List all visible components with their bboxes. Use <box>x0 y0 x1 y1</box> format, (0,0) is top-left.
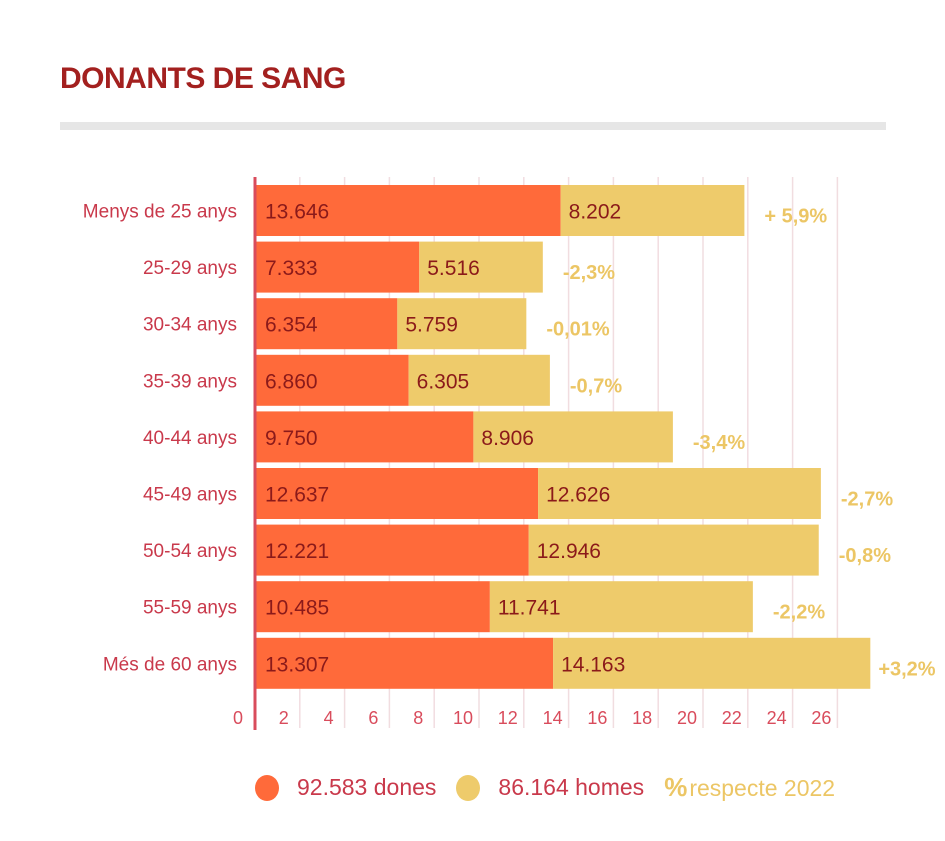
pct-symbol: % <box>664 772 688 802</box>
value-label-homes: 5.759 <box>405 314 458 337</box>
value-label-dones: 13.646 <box>265 201 329 224</box>
change-label: -0,7% <box>570 375 622 397</box>
bar-dones <box>255 468 539 519</box>
bar-dones <box>255 354 409 406</box>
change-label: + 5,9% <box>764 206 827 228</box>
x-tick-label: 2 <box>279 708 289 728</box>
bar-homes <box>397 298 527 350</box>
change-label: -2,7% <box>841 489 893 511</box>
value-label-dones: 6.860 <box>265 370 318 393</box>
category-label: 30-34 anys <box>143 315 237 336</box>
bar-homes <box>538 468 821 519</box>
bar-dones <box>255 298 398 350</box>
x-tick-label: 26 <box>811 708 831 728</box>
legend-label-pct: respecte 2022 <box>689 775 836 801</box>
legend-dones: 92.583 dones <box>255 774 436 801</box>
bar-homes <box>489 581 753 633</box>
x-tick-label: 22 <box>722 708 742 728</box>
x-tick-label: 16 <box>587 708 607 728</box>
change-label: -0,01% <box>546 319 610 341</box>
value-label-homes: 8.202 <box>569 201 622 224</box>
bar-homes <box>560 185 745 236</box>
value-label-dones: 12.221 <box>265 540 329 563</box>
value-label-dones: 12.637 <box>265 484 329 507</box>
x-tick-label: 12 <box>498 708 518 728</box>
bar-dones <box>255 581 490 633</box>
category-label: 55-59 anys <box>143 598 237 619</box>
bar-homes <box>528 524 819 576</box>
legend-homes: 86.164 homes <box>456 774 644 801</box>
value-label-homes: 12.946 <box>537 540 601 563</box>
value-label-homes: 11.741 <box>498 597 561 620</box>
bar-homes <box>408 354 550 406</box>
legend-pct: % respecte 2022 <box>664 772 835 803</box>
category-label: Més de 60 anys <box>103 654 237 675</box>
change-label: +3,2% <box>878 658 935 680</box>
x-tick-label: 20 <box>677 708 697 728</box>
value-label-dones: 7.333 <box>265 257 318 280</box>
change-label: -3,4% <box>693 432 745 454</box>
legend: 92.583 dones 86.164 homes % respecte 2022 <box>255 772 835 803</box>
change-label: -0,8% <box>839 545 891 567</box>
bar-dones <box>255 411 474 463</box>
bar-dones <box>255 524 529 576</box>
change-label: -2,2% <box>773 602 825 624</box>
category-label: Menys de 25 anys <box>83 202 237 223</box>
legend-swatch-dones <box>255 774 279 801</box>
legend-swatch-homes <box>456 774 481 801</box>
bar-homes <box>419 241 543 293</box>
chart-title: DONANTS DE SANG <box>60 62 346 95</box>
value-label-dones: 13.307 <box>265 653 329 676</box>
x-tick-label: 14 <box>543 708 563 728</box>
bar-dones <box>255 241 420 293</box>
divider <box>60 122 886 130</box>
bar-homes <box>473 411 673 463</box>
x-tick-label: 6 <box>368 708 378 728</box>
value-label-dones: 6.354 <box>265 314 318 337</box>
value-label-homes: 5.516 <box>427 257 480 280</box>
category-label: 45-49 anys <box>143 485 237 506</box>
value-label-homes: 12.626 <box>546 484 610 507</box>
x-tick-label: 8 <box>413 708 423 728</box>
category-label: 35-39 anys <box>143 371 237 392</box>
legend-label-homes: 86.164 homes <box>498 774 645 800</box>
x-tick-label: 4 <box>324 708 334 728</box>
value-label-homes: 8.906 <box>481 427 534 450</box>
value-label-dones: 10.485 <box>265 597 329 620</box>
change-label: -2,3% <box>563 262 615 284</box>
bar-dones <box>255 185 561 236</box>
value-label-homes: 6.305 <box>417 370 470 393</box>
x-tick-label: 24 <box>767 708 787 728</box>
x-tick-label: 10 <box>453 708 473 728</box>
value-label-homes: 14.163 <box>561 653 625 676</box>
bar-homes <box>553 637 871 689</box>
x-tick-label: 0 <box>233 708 243 728</box>
value-label-dones: 9.750 <box>265 427 318 450</box>
legend-label-dones: 92.583 dones <box>297 774 437 800</box>
x-tick-label: 18 <box>632 708 652 728</box>
category-label: 25-29 anys <box>143 258 237 279</box>
category-label: 40-44 anys <box>143 428 237 449</box>
bar-dones <box>255 637 554 689</box>
category-label: 50-54 anys <box>143 541 237 562</box>
